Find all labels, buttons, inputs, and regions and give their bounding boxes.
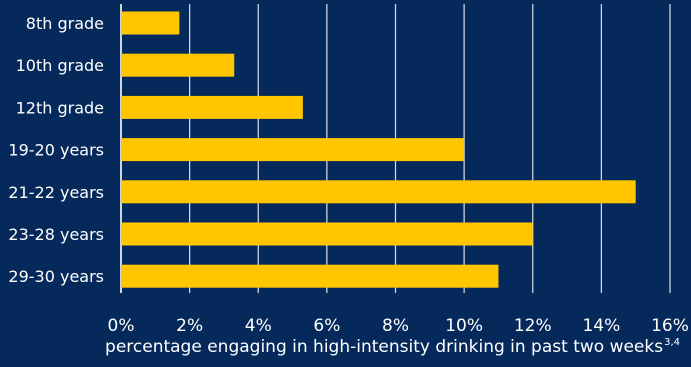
bar [121,138,465,162]
x-tick-label: 16% [651,316,689,336]
x-tick-label: 4% [245,316,272,336]
bar [121,180,636,204]
bar [121,222,533,246]
x-tick-label: 6% [313,316,340,336]
category-label: 23-28 years [8,225,104,244]
x-tick-label: 0% [108,316,135,336]
x-tick-label: 14% [582,316,620,336]
category-label: 8th grade [26,14,104,33]
x-tick-label: 2% [176,316,203,336]
x-tick-label: 10% [445,316,483,336]
category-label: 21-22 years [8,183,104,202]
bar [121,11,180,35]
category-label: 10th grade [16,56,104,75]
x-tick-label: 8% [382,316,409,336]
category-label: 29-30 years [8,267,104,286]
bar [121,95,303,119]
x-axis-label: percentage engaging in high-intensity dr… [105,337,680,357]
category-label: 12th grade [16,98,104,117]
bar [121,53,235,77]
x-axis-label-footnote: 3,4 [664,337,680,348]
bar [121,264,499,288]
category-label: 19-20 years [8,141,104,160]
x-tick-label: 12% [514,316,552,336]
